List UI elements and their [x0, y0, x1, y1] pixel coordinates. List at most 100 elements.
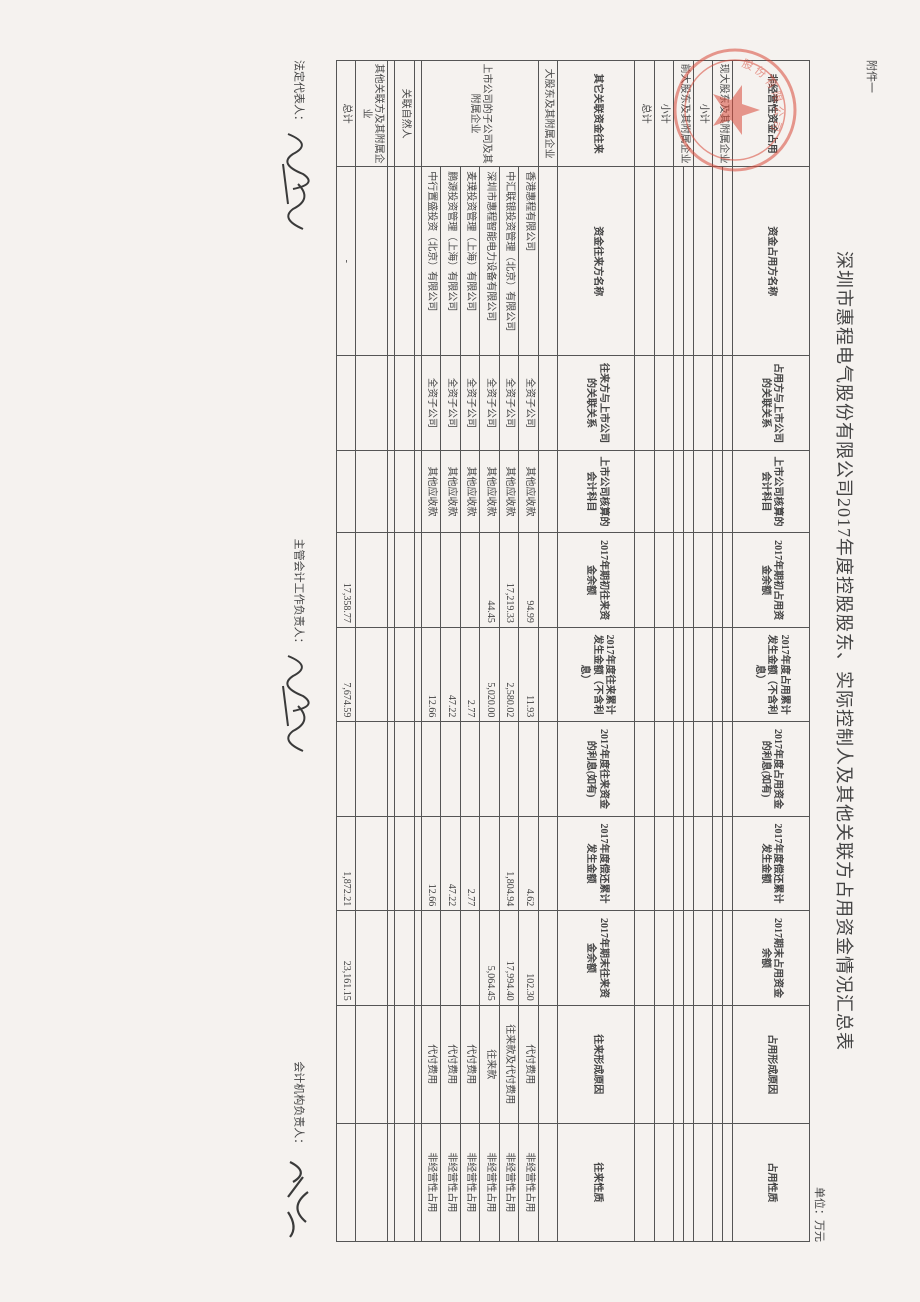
row-total: 总计	[635, 61, 655, 167]
cell: 其他应收款	[441, 450, 461, 533]
col-non-op: 非经营性资金占用	[733, 61, 810, 167]
cell: 其他应收款	[500, 450, 520, 533]
cell: 全资子公司	[500, 356, 520, 450]
attachment-label: 附件一	[864, 60, 880, 1242]
cell	[441, 722, 461, 816]
table-row: 麦璞投资管理（上海）有限公司全资子公司其他应收款2.772.77代付费用非经营性…	[461, 61, 481, 1242]
cell: 往来款及代付费用	[500, 1005, 520, 1123]
h5b: 2017年度往来累计发生金额（不含利息）	[558, 627, 635, 721]
chief-acc-text: 主管会计工作负责人：	[292, 539, 304, 649]
cell: 其他应收款	[461, 450, 481, 533]
cell: 5,064.45	[480, 911, 500, 1005]
cell: 1,872.21	[337, 816, 357, 910]
cell: 12.66	[422, 627, 442, 721]
footer: 法定代表人： 主管会计工作负责人： 会计机构负责人：	[278, 60, 318, 1242]
cell: 麦璞投资管理（上海）有限公司	[461, 167, 481, 356]
cell	[480, 722, 500, 816]
cell: 鹏源投资管理（上海）有限公司	[441, 167, 461, 356]
legal-rep-label: 法定代表人：	[278, 60, 318, 239]
page: 股 份 有 限 公 司 附件一 深圳市惠程电气股份有限公司2017年度控股股东、…	[0, 0, 920, 1302]
cell: -	[337, 167, 357, 356]
cell: 全资子公司	[519, 356, 539, 450]
signature-icon	[278, 129, 318, 239]
cell: 44.45	[480, 533, 500, 627]
cell	[461, 533, 481, 627]
cell: 2.77	[461, 627, 481, 721]
row-nat-person: 关联自然人	[395, 61, 415, 167]
cell: 代付费用	[461, 1005, 481, 1123]
cell: 往来款	[480, 1005, 500, 1123]
cell	[461, 722, 481, 816]
h2: 占用方与上市公司的关联关系	[733, 356, 810, 450]
table-row: 鹏源投资管理（上海）有限公司全资子公司其他应收款47.2247.22代付费用非经…	[441, 61, 461, 1242]
h4b: 2017年期初往来资金余额	[558, 533, 635, 627]
cell	[441, 533, 461, 627]
totals-row: 总计 - 17,358.77 7,674.59 1,872.21 23,161.…	[337, 61, 357, 1242]
h6: 2017年度占用资金的利息(如有)	[733, 722, 810, 816]
cell	[519, 722, 539, 816]
cell: 2.77	[461, 816, 481, 910]
row-prev-major: 前大股东及其附属企业	[674, 61, 694, 167]
h2b: 往来方与上市公司的关联关系	[558, 356, 635, 450]
cell: 非经营性占用	[519, 1123, 539, 1241]
cell: 4.62	[519, 816, 539, 910]
table-row: 前大股东及其附属企业	[684, 61, 694, 1242]
cell: 代付费用	[422, 1005, 442, 1123]
cell: 47.22	[441, 627, 461, 721]
cell: 全资子公司	[441, 356, 461, 450]
cell: 其他应收款	[519, 450, 539, 533]
table-row: 小计	[655, 61, 675, 1242]
table-row: 大股东及其附属企业	[539, 61, 559, 1242]
row-subtotal: 小计	[655, 61, 675, 167]
cell: 非经营性占用	[480, 1123, 500, 1241]
h8: 2017期末占用资金余额	[733, 911, 810, 1005]
table-row: 小计	[694, 61, 714, 1242]
table-row: 总计	[635, 61, 655, 1242]
table-row: 深圳市惠程智能电力设备有限公司全资子公司其他应收款44.455,020.005,…	[480, 61, 500, 1242]
table-row	[674, 61, 684, 1242]
cell: 47.22	[441, 816, 461, 910]
page-title: 深圳市惠程电气股份有限公司2017年度控股股东、实际控制人及其他关联方占用资金情…	[832, 60, 858, 1242]
h9: 占用形成原因	[733, 1005, 810, 1123]
h10: 占用性质	[733, 1123, 810, 1241]
cell: 其他应收款	[480, 450, 500, 533]
cell: 非经营性占用	[500, 1123, 520, 1241]
cell: 2,580.02	[500, 627, 520, 721]
table-row: 中汇联银投资管理（北京）有限公司全资子公司其他应收款17,219.332,580…	[500, 61, 520, 1242]
table-row: 关联自然人	[395, 61, 415, 1242]
h3: 上市公司核算的会计科目	[733, 450, 810, 533]
cell: 12.66	[422, 816, 442, 910]
table-row	[388, 61, 395, 1242]
row-other-affil: 其他关联方及其附属企业	[356, 61, 388, 167]
signature-icon	[278, 651, 318, 761]
legal-rep-text: 法定代表人：	[292, 60, 304, 126]
table-row	[713, 61, 723, 1242]
h10b: 往来性质	[558, 1123, 635, 1241]
h8b: 2017年期末往来资金余额	[558, 911, 635, 1005]
cell	[480, 816, 500, 910]
acc-org-label: 会计机构负责人：	[278, 1061, 318, 1242]
cell: 23,161.15	[337, 911, 357, 1005]
h1b: 资金往来方名称	[558, 167, 635, 356]
cell: 1,804.94	[500, 816, 520, 910]
h7: 2017年度偿还累计发生金额	[733, 816, 810, 910]
cell: 其他应收款	[422, 450, 442, 533]
chief-acc-label: 主管会计工作负责人：	[278, 539, 318, 762]
row-cur-major: 现大股东及其附属企业	[713, 61, 733, 167]
acc-org-text: 会计机构负责人：	[292, 1061, 304, 1149]
unit-label: 单位：万元	[812, 60, 828, 1242]
h3b: 上市公司核算的会计科目	[558, 450, 635, 533]
cell: 深圳市惠程智能电力设备有限公司	[480, 167, 500, 356]
cell	[500, 722, 520, 816]
cell: 非经营性占用	[441, 1123, 461, 1241]
cell	[461, 911, 481, 1005]
row-subtotal: 小计	[694, 61, 714, 167]
cell: 17,994.40	[500, 911, 520, 1005]
signature-icon	[278, 1152, 318, 1242]
row-major-affil: 大股东及其附属企业	[539, 61, 559, 167]
h1: 资金占用方名称	[733, 167, 810, 356]
cell: 非经营性占用	[422, 1123, 442, 1241]
cell: 中行置盛投资（北京）有限公司	[422, 167, 442, 356]
h4: 2017年期初占用资金余额	[733, 533, 810, 627]
h9b: 往来形成原因	[558, 1005, 635, 1123]
